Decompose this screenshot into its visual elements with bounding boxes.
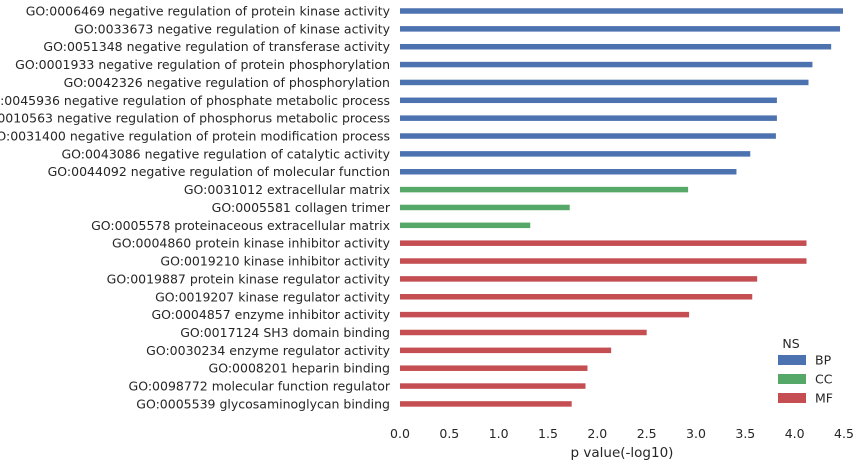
category-label: GO:0006469 negative regulation of protei… bbox=[26, 4, 391, 19]
category-label: GO:0019207 kinase regulator activity bbox=[155, 289, 391, 304]
bar bbox=[400, 240, 807, 246]
category-label: GO:0001933 negative regulation of protei… bbox=[15, 57, 390, 72]
x-tick-label: 1.5 bbox=[538, 426, 558, 441]
bar bbox=[400, 8, 844, 14]
x-tick-label: 4.5 bbox=[834, 426, 854, 441]
legend-swatch bbox=[778, 355, 806, 365]
category-label: GO:0098772 molecular function regulator bbox=[129, 379, 391, 394]
bar bbox=[400, 168, 737, 175]
category-label: GO:0030234 enzyme regulator activity bbox=[146, 343, 390, 358]
category-label: GO:0010563 negative regulation of phosph… bbox=[0, 111, 390, 126]
bar bbox=[400, 204, 570, 211]
bar bbox=[400, 151, 751, 157]
bar bbox=[400, 276, 758, 282]
category-label: GO:0005578 proteinaceous extracellular m… bbox=[91, 218, 390, 233]
x-tick-label: 2.5 bbox=[637, 426, 657, 441]
category-label: GO:0019210 kinase inhibitor activity bbox=[160, 254, 390, 269]
bar bbox=[400, 43, 832, 50]
category-label: GO:0008201 heparin binding bbox=[209, 361, 390, 376]
category-label: GO:0051348 negative regulation of transf… bbox=[43, 39, 390, 54]
category-label: GO:0004860 protein kinase inhibitor acti… bbox=[112, 236, 391, 251]
bar bbox=[400, 115, 777, 121]
bar bbox=[400, 347, 612, 354]
category-label: GO:0005539 glycosaminoglycan binding bbox=[136, 396, 390, 411]
x-tick-label: 2.0 bbox=[587, 426, 607, 441]
category-label: GO:0042326 negative regulation of phosph… bbox=[64, 75, 390, 90]
category-label: GO:0017124 SH3 domain binding bbox=[180, 325, 390, 340]
legend-title: NS bbox=[782, 336, 799, 351]
x-tick-label: 1.0 bbox=[489, 426, 509, 441]
bar bbox=[400, 311, 690, 318]
category-label: GO:0045936 negative regulation of phosph… bbox=[0, 93, 390, 108]
bar bbox=[400, 294, 753, 300]
bar bbox=[400, 61, 813, 68]
x-axis-title: p value(-log10) bbox=[571, 445, 674, 461]
x-tick-label: 4.0 bbox=[785, 426, 805, 441]
legend: NS BP CC MF bbox=[778, 336, 833, 406]
bar bbox=[400, 186, 689, 193]
bar bbox=[400, 365, 588, 371]
bar bbox=[400, 222, 531, 229]
x-tick-label: 0.0 bbox=[390, 426, 410, 441]
bar bbox=[400, 329, 647, 336]
legend-swatch bbox=[778, 374, 806, 384]
bar bbox=[400, 133, 776, 139]
bar bbox=[400, 79, 809, 86]
category-label: GO:0004857 enzyme inhibitor activity bbox=[151, 307, 390, 322]
category-label: GO:0031400 negative regulation of protei… bbox=[0, 129, 390, 144]
legend-label: CC bbox=[815, 372, 833, 387]
legend-label: BP bbox=[815, 353, 832, 368]
category-label: GO:0033673 negative regulation of kinase… bbox=[74, 21, 390, 36]
category-label: GO:0005581 collagen trimer bbox=[212, 200, 391, 215]
legend-swatch bbox=[778, 393, 806, 403]
bar bbox=[400, 26, 841, 32]
x-tick-label: 0.5 bbox=[439, 426, 459, 441]
bar bbox=[400, 401, 572, 407]
legend-entries: BP CC MF bbox=[778, 353, 833, 406]
legend-label: MF bbox=[815, 391, 833, 406]
category-label: GO:0031012 extracellular matrix bbox=[184, 182, 390, 197]
x-tick-label: 3.0 bbox=[686, 426, 706, 441]
category-label: GO:0043086 negative regulation of cataly… bbox=[61, 146, 390, 161]
category-label: GO:0019887 protein kinase regulator acti… bbox=[107, 271, 391, 286]
category-labels: GO:0006469 negative regulation of protei… bbox=[0, 4, 391, 412]
x-axis-ticks: 0.0 0.5 1.0 1.5 2.0 2.5 3.0 3.5 4.0 4.5 bbox=[390, 426, 854, 441]
bar bbox=[400, 97, 777, 104]
bar bbox=[400, 383, 586, 389]
category-label: GO:0044092 negative regulation of molecu… bbox=[48, 164, 390, 179]
x-tick-label: 3.5 bbox=[735, 426, 755, 441]
bar bbox=[400, 258, 807, 264]
bars bbox=[400, 8, 844, 407]
